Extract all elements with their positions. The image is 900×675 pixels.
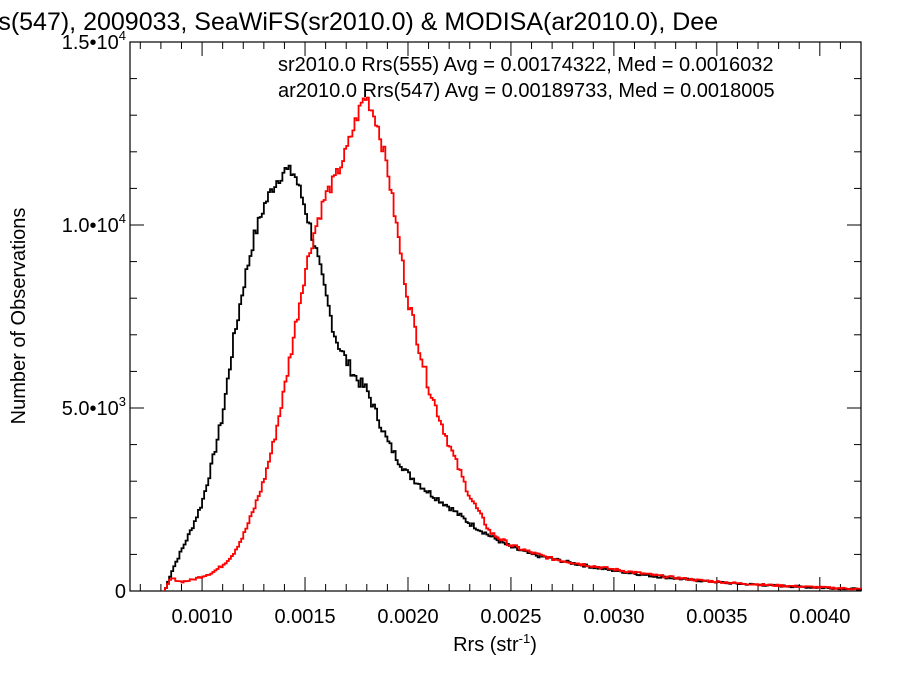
x-tick-label: 0.0015 — [274, 606, 335, 628]
y-tick-label: 1.5•104 — [62, 28, 126, 54]
plot-frame — [129, 41, 862, 592]
x-tick-label: 0.0010 — [171, 606, 232, 628]
annotation-ar2010: ar2010.0 Rrs(547) Avg = 0.00189733, Med … — [278, 80, 775, 102]
x-axis-label: Rrs (str-1) — [453, 631, 537, 656]
x-tick-label: 0.0040 — [789, 606, 850, 628]
x-axis-label-close: ) — [530, 634, 537, 656]
chart-title: rs(547), 2009033, SeaWiFS(sr2010.0) & MO… — [0, 8, 718, 36]
series-layer — [164, 96, 862, 591]
x-axis-label-sup: -1 — [519, 631, 531, 646]
y-tick-label: 0 — [115, 581, 126, 603]
series-line-ar2010-rrs547 — [164, 96, 862, 591]
x-axis-label-main: Rrs (str — [453, 634, 519, 656]
series-line-sr2010-rrs555 — [164, 164, 862, 591]
y-tick-label: 1.0•104 — [62, 211, 126, 237]
x-axis-ticks: 0.0010 0.0015 0.0020 0.0025 0.0030 0.0035 0.00… — [139, 42, 862, 628]
y-tick-label: 5.0•103 — [62, 394, 126, 420]
annotation-sr2010: sr2010.0 Rrs(555) Avg = 0.00174322, Med … — [278, 54, 774, 76]
y-axis-label: Number of Observations — [8, 208, 30, 425]
x-tick-label: 0.0025 — [480, 606, 541, 628]
x-tick-label: 0.0035 — [686, 606, 747, 628]
x-tick-label: 0.0030 — [583, 606, 644, 628]
y-axis-ticks: 0 5.0•103 1.0•104 1.5•104 — [62, 28, 861, 603]
x-tick-label: 0.0020 — [377, 606, 438, 628]
